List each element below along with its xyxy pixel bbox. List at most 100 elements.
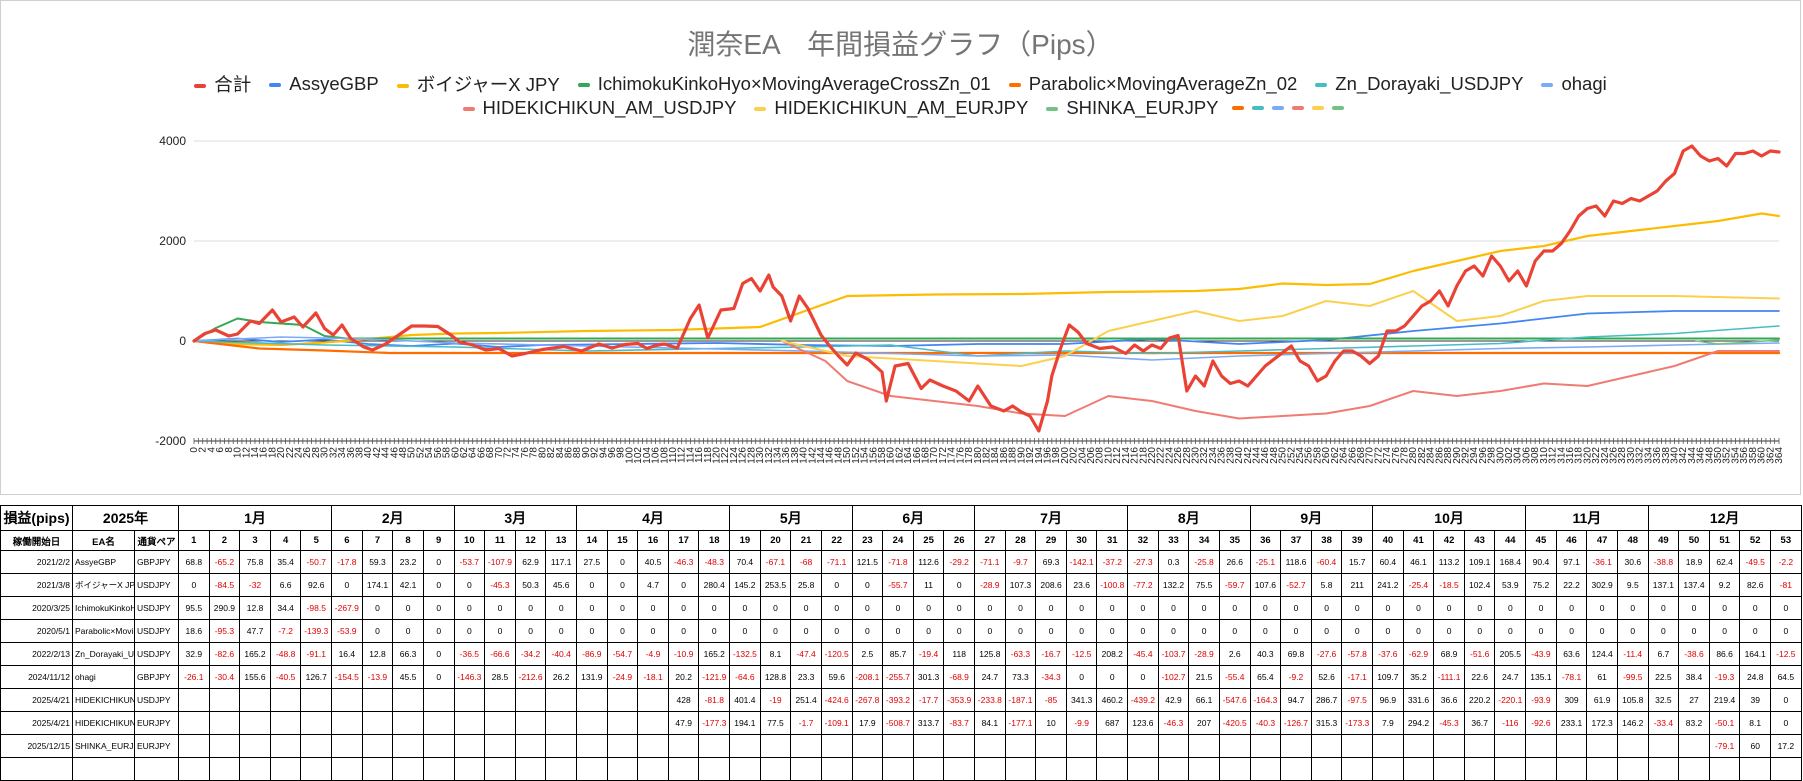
x-tick-label: 236 (1217, 447, 1228, 464)
legend-swatch (754, 107, 767, 112)
pips-cell (790, 757, 822, 781)
pips-cell (1280, 757, 1312, 781)
x-tick-label: 270 (1365, 447, 1376, 464)
x-tick-label: 80 (537, 447, 548, 459)
pips-cell: 18.6 (178, 619, 210, 643)
pips-cell (1188, 734, 1220, 758)
pips-cell: -19.3 (1708, 665, 1741, 689)
pips-cell: 0 (1433, 596, 1465, 620)
week-header: 17 (667, 530, 700, 551)
pips-cell: -49.5 (1739, 550, 1772, 574)
pips-cell: 132.2 (1157, 573, 1190, 597)
pips-cell: 20.2 (667, 665, 700, 689)
week-header: 20 (759, 530, 792, 551)
pips-cell: 75.8 (239, 550, 271, 574)
pips-cell: 0 (1249, 619, 1282, 643)
x-tick-label: 158 (877, 447, 888, 464)
pips-cell: 0 (790, 619, 822, 643)
pips-cell: 0 (1525, 596, 1557, 620)
legend-item: IchimokuKinkoHyo×MovingAverageCrossZn_01 (577, 73, 991, 95)
week-header: 7 (361, 530, 394, 551)
legend-swatch (396, 84, 409, 89)
pips-cell: -9.7 (1004, 550, 1037, 574)
month-header: 11月 (1525, 505, 1649, 531)
pips-cell: 0 (974, 596, 1006, 620)
x-tick-label: 250 (1278, 447, 1289, 464)
x-tick-label: 142 (807, 447, 818, 464)
pips-cell: -173.3 (1341, 711, 1374, 735)
pips-cell: 0 (1494, 619, 1527, 643)
x-tick-label: 152 (851, 447, 862, 464)
pair-cell: GBPJPY (134, 665, 179, 689)
pips-cell: 0 (974, 619, 1006, 643)
pips-cell: 46.1 (1402, 550, 1435, 574)
pips-cell: 131.9 (576, 665, 608, 689)
pips-cell: 0 (514, 619, 547, 643)
pips-cell: 30.6 (1616, 550, 1649, 574)
pips-cell: -11.4 (1616, 642, 1649, 666)
pips-cell (1157, 734, 1190, 758)
x-tick-label: 26 (302, 447, 313, 459)
pips-cell: -2.2 (1770, 550, 1802, 574)
x-tick-label: 328 (1617, 447, 1628, 464)
ea-name-cell: Zn_Dorayaki_USD (72, 642, 135, 666)
pips-cell: 460.2 (1096, 688, 1129, 712)
x-tick-label: 154 (860, 447, 871, 464)
week-header: 33 (1157, 530, 1190, 551)
pips-cell (943, 757, 976, 781)
table-row: 2021/3/8 ボイジャーX JPY USDJPY 0 -84.5 -32 6.6 92.6… (0, 573, 1802, 597)
pips-cell: 0 (1310, 619, 1343, 643)
week-header: 8 (392, 530, 424, 551)
pips-cell: -24.9 (606, 665, 639, 689)
pips-cell (606, 757, 639, 781)
pips-cell (637, 734, 669, 758)
pips-cell: -81 (1770, 573, 1802, 597)
pips-cell: 123.6 (1127, 711, 1159, 735)
x-tick-label: 4 (206, 447, 217, 453)
pips-cell: -77.2 (1127, 573, 1159, 597)
week-header: 25 (912, 530, 945, 551)
x-tick-label: 60 (450, 447, 461, 459)
pips-cell: 24.7 (974, 665, 1006, 689)
x-tick-label: 318 (1574, 447, 1585, 464)
x-tick-label: 100 (624, 447, 635, 464)
pips-cell: 0 (1127, 596, 1159, 620)
x-tick-label: 44 (381, 447, 392, 459)
pips-cell (729, 734, 761, 758)
chart-panel: 潤奈EA 年間損益グラフ（Pips） 合計 AssyeGBP ボイジャーX JPY I… (0, 0, 1801, 495)
start-date-cell: 2022/2/13 (0, 642, 73, 666)
x-tick-label: 110 (668, 447, 679, 463)
pips-cell (882, 757, 914, 781)
pips-cell: 341.3 (1065, 688, 1098, 712)
pips-cell: 0 (576, 619, 608, 643)
pips-cell: 208.2 (1096, 642, 1129, 666)
pips-cell: 0 (1096, 665, 1129, 689)
x-tick-label: 96 (607, 447, 618, 459)
pips-cell: 0 (1188, 596, 1220, 620)
pips-cell: -9.2 (1280, 665, 1312, 689)
pips-cell: 0 (729, 596, 761, 620)
pips-cell: 0 (1065, 619, 1098, 643)
pips-cell: -92.6 (1525, 711, 1557, 735)
pips-cell (1739, 757, 1772, 781)
pips-cell: 22.6 (1463, 665, 1496, 689)
week-header: 52 (1739, 530, 1772, 551)
pips-cell: 11 (912, 573, 945, 597)
pips-cell: 0 (1341, 596, 1374, 620)
pips-cell (698, 734, 731, 758)
table-row: 2021/2/2 AssyeGBP GBPJPY 68.8 -65.2 75.8 35.4-… (0, 550, 1802, 574)
pips-cell (514, 734, 547, 758)
pips-cell (1586, 757, 1618, 781)
pips-cell: 0 (851, 573, 884, 597)
pips-cell: 294.2 (1402, 711, 1435, 735)
table-row: 2025/4/21HIDEKICHIKUN_AEURJPY47.9-177.31… (0, 711, 1802, 735)
pips-cell: 0 (882, 619, 914, 643)
week-header: 36 (1249, 530, 1282, 551)
pips-cell: -63.3 (1004, 642, 1037, 666)
pips-cell: 12.8 (239, 596, 271, 620)
pips-cell (1249, 734, 1282, 758)
pips-cell (1096, 757, 1129, 781)
pips-cell: 0.3 (1157, 550, 1190, 574)
x-tick-label: 12 (241, 447, 252, 459)
month-header: 1月 (177, 505, 333, 531)
